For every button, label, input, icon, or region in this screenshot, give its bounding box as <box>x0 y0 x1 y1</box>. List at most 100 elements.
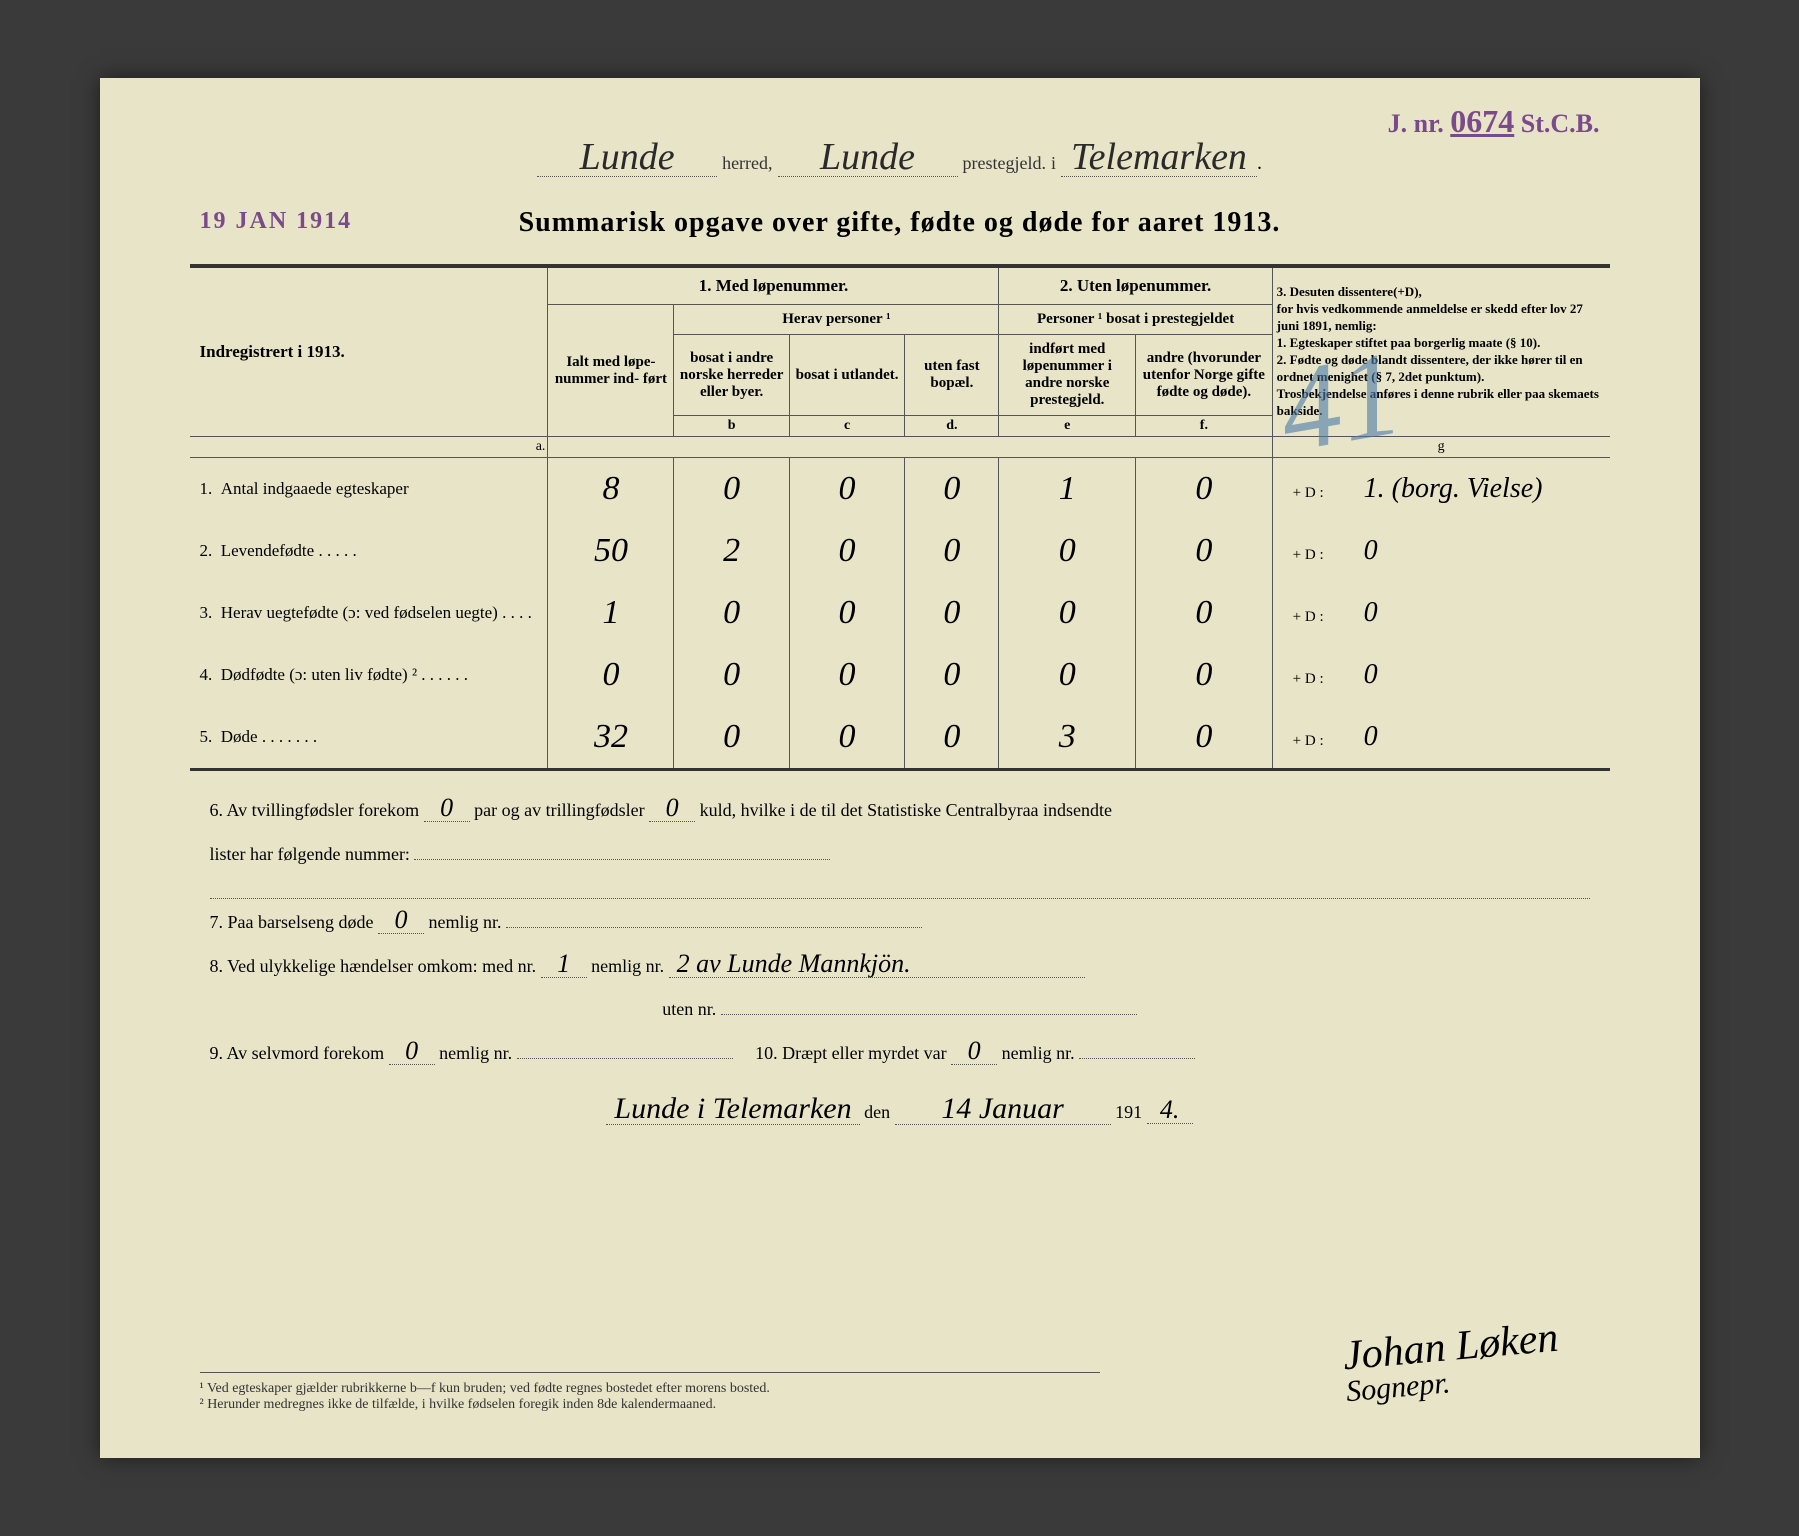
cell-g: + D :0 <box>1272 520 1609 582</box>
cell-e: 3 <box>999 706 1136 770</box>
sig-den: den <box>864 1102 890 1122</box>
cell-b: 0 <box>674 706 789 770</box>
letter-g: g <box>1272 437 1609 458</box>
cell-g: + D :1. (borg. Vielse) <box>1272 458 1609 521</box>
cell-c: 0 <box>789 644 904 706</box>
line8-val1: 1 <box>541 951 587 978</box>
personer-header: Personer ¹ bosat i prestegjeldet <box>999 305 1272 335</box>
line-6: 6. Av tvillingfødsler forekom 0 par og a… <box>210 791 1590 831</box>
cell-e: 0 <box>999 520 1136 582</box>
line9-nr <box>517 1058 733 1059</box>
footnote-2: ² Herunder medregnes ikke de tilfælde, i… <box>200 1397 1100 1413</box>
group3-header: 3. Desuten dissentere(+D), for hvis vedk… <box>1272 268 1609 437</box>
group1-header: 1. Med løpenummer. <box>548 268 999 305</box>
cell-a: 32 <box>548 706 674 770</box>
line7-val: 0 <box>378 907 424 934</box>
group2-header: 2. Uten løpenummer. <box>999 268 1272 305</box>
cell-b: 0 <box>674 458 789 521</box>
table-row: 5. Døde . . . . . . . 32 0 0 0 3 0 + D :… <box>190 706 1610 770</box>
cell-g: + D :0 <box>1272 706 1609 770</box>
line8-text-b: nemlig nr. <box>591 956 664 976</box>
herred-label: herred, <box>722 153 772 173</box>
cell-f: 0 <box>1136 458 1273 521</box>
line6-text-c: kuld, hvilke i de til det Statistiske Ce… <box>700 800 1112 820</box>
cell-d: 0 <box>905 520 999 582</box>
row-label: 3. Herav uegtefødte (ɔ: ved fødselen ueg… <box>190 582 548 644</box>
footnotes: ¹ Ved egteskaper gjælder rubrikkerne b—f… <box>200 1372 1100 1413</box>
group3-text: for hvis vedkommende anmeldelse er skedd… <box>1277 301 1599 417</box>
line6-val1: 0 <box>424 795 470 822</box>
amt-field: Telemarken <box>1061 138 1257 177</box>
cell-f: 0 <box>1136 644 1273 706</box>
line-9-10: 9. Av selvmord forekom 0 nemlig nr. 10. … <box>210 1034 1590 1074</box>
cell-c: 0 <box>789 520 904 582</box>
line9-val: 0 <box>389 1038 435 1065</box>
line6-text-a: 6. Av tvillingfødsler forekom <box>210 800 420 820</box>
line10-val: 0 <box>951 1038 997 1065</box>
cell-d: 0 <box>905 458 999 521</box>
cell-c: 0 <box>789 458 904 521</box>
cell-g: + D :0 <box>1272 644 1609 706</box>
cell-f: 0 <box>1136 582 1273 644</box>
date-stamp: 19 JAN 1914 <box>200 208 353 235</box>
line6-list <box>414 859 830 860</box>
line-8: 8. Ved ulykkelige hændelser omkom: med n… <box>210 947 1590 987</box>
form-title: Summarisk opgave over gifte, fødte og dø… <box>190 207 1610 239</box>
cell-a: 1 <box>548 582 674 644</box>
letter-c: c <box>789 416 904 437</box>
table-row: 2. Levendefødte . . . . . 50 2 0 0 0 0 +… <box>190 520 1610 582</box>
jnr-number: 0674 <box>1450 103 1514 139</box>
sig-year-suffix: 4. <box>1147 1097 1193 1124</box>
herav-header: Herav personer ¹ <box>674 305 999 335</box>
line-6b: lister har følgende nummer: <box>210 835 1590 875</box>
group3-title: 3. Desuten dissentere(+D), <box>1277 284 1422 299</box>
cell-b: 0 <box>674 582 789 644</box>
bottom-section: 6. Av tvillingfødsler forekom 0 par og a… <box>190 791 1610 1074</box>
letter-a: a. <box>190 437 548 458</box>
line6-val2: 0 <box>649 795 695 822</box>
row-label: 5. Døde . . . . . . . <box>190 706 548 770</box>
signature-line: Lunde i Telemarken den 14 Januar 191 4. <box>190 1094 1610 1125</box>
col-b-header: bosat i andre norske herreder eller byer… <box>674 335 789 416</box>
cell-b: 0 <box>674 644 789 706</box>
sig-place: Lunde i Telemarken <box>606 1094 859 1125</box>
row-label: 1. Antal indgaaede egteskaper <box>190 458 548 521</box>
cell-a: 0 <box>548 644 674 706</box>
cell-a: 8 <box>548 458 674 521</box>
document-page: 19 JAN 1914 J. nr. 0674 St.C.B. 41 Lunde… <box>100 78 1700 1458</box>
prestegjeld-field: Lunde <box>778 138 958 177</box>
line10-text-b: nemlig nr. <box>1002 1043 1075 1063</box>
line9-text-b: nemlig nr. <box>439 1043 512 1063</box>
sig-date: 14 Januar <box>895 1094 1111 1125</box>
jnr-suffix: St.C.B. <box>1521 109 1600 138</box>
col-f-header: andre (hvorunder utenfor Norge gifte fød… <box>1136 335 1273 416</box>
cell-c: 0 <box>789 706 904 770</box>
line10-nr <box>1079 1058 1195 1059</box>
table-row: 3. Herav uegtefødte (ɔ: ved fødselen ueg… <box>190 582 1610 644</box>
ialt-header: Ialt med løpe- nummer ind- ført <box>548 305 674 437</box>
letter-d: d. <box>905 416 999 437</box>
letter-b: b <box>674 416 789 437</box>
prestegjeld-label: prestegjeld. <box>963 153 1046 173</box>
jnr-label: J. nr. <box>1388 109 1444 138</box>
header-line: Lunde herred, Lunde prestegjeld. i Telem… <box>190 138 1610 177</box>
line6-text-b: par og av trillingfødsler <box>474 800 644 820</box>
cell-e: 0 <box>999 582 1136 644</box>
main-table: Indregistrert i 1913. 1. Med løpenummer.… <box>190 264 1610 771</box>
cell-g: + D :0 <box>1272 582 1609 644</box>
line9-text-a: 9. Av selvmord forekom <box>210 1043 385 1063</box>
journal-number-stamp: J. nr. 0674 St.C.B. <box>1388 103 1600 140</box>
cell-e: 0 <box>999 644 1136 706</box>
line7-nr <box>506 927 922 928</box>
line7-text-a: 7. Paa barselseng døde <box>210 912 374 932</box>
left-header: Indregistrert i 1913. <box>190 268 548 437</box>
line8-text-a: 8. Ved ulykkelige hændelser omkom: med n… <box>210 956 537 976</box>
letter-f: f. <box>1136 416 1273 437</box>
line6-text-d: lister har følgende nummer: <box>210 844 410 864</box>
line-7: 7. Paa barselseng døde 0 nemlig nr. <box>210 903 1590 943</box>
table-row: 4. Dødfødte (ɔ: uten liv fødte) ² . . . … <box>190 644 1610 706</box>
line10-text-a: 10. Dræpt eller myrdet var <box>755 1043 946 1063</box>
cell-e: 1 <box>999 458 1136 521</box>
cell-a: 50 <box>548 520 674 582</box>
line8-text-c: uten nr. <box>662 999 716 1019</box>
